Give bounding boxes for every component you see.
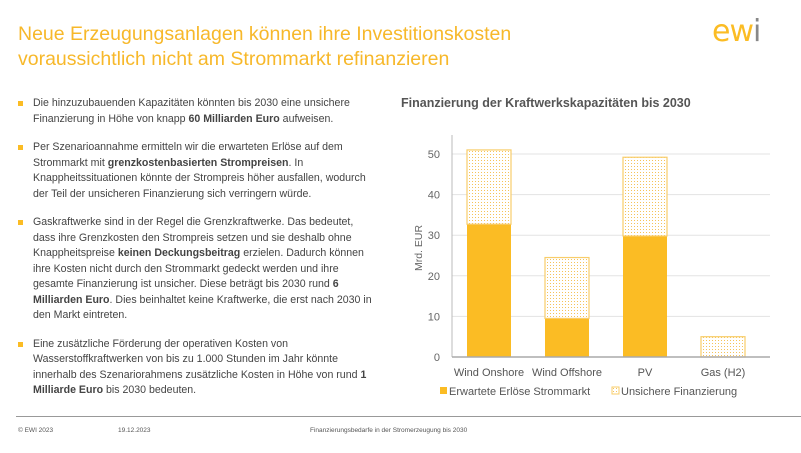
- x-tick-label: PV: [638, 367, 653, 379]
- y-tick-label: 40: [428, 190, 440, 202]
- bullet-item: Eine zusätzliche Förderung der operative…: [18, 337, 378, 399]
- bullet-square-icon: [18, 220, 23, 225]
- bullet-item: Gaskraftwerke sind in der Regel die Gren…: [18, 215, 378, 324]
- chart-title: Finanzierung der Kraftwerkskapazitäten b…: [401, 96, 691, 110]
- bar-uncertain-financing: [700, 336, 746, 358]
- bar-uncertain-financing: [466, 149, 512, 225]
- bullet-text: Die hinzuzubauenden Kapazitäten könnten …: [33, 97, 350, 125]
- bullet-square-icon: [18, 145, 23, 150]
- bullet-emphasis: keinen Deckungsbeitrag: [117, 247, 241, 259]
- bullet-emphasis: grenzkostenbasierten Strompreisen: [107, 156, 289, 169]
- bullet-text: . In Knappheitssituationen könnte der St…: [33, 156, 366, 200]
- y-tick-label: 0: [434, 352, 440, 364]
- bullet-text: Eine zusätzliche Förderung der operative…: [33, 337, 361, 381]
- y-tick-label: 30: [428, 230, 440, 242]
- bullet-item: Die hinzuzubauenden Kapazitäten könnten …: [18, 96, 378, 127]
- x-tick-label: Gas (H2): [701, 367, 746, 379]
- legend-label: Erwartete Erlöse Strommarkt: [449, 386, 590, 398]
- x-tick-label: Wind Onshore: [454, 367, 524, 379]
- y-axis-label: Mrd. EUR: [413, 225, 425, 272]
- footer-topic: Finanzierungsbedarfe in der Stromerzeugu…: [310, 427, 468, 434]
- footer-copyright: © EWI 2023: [18, 427, 54, 434]
- bullet-text: bis 2030 bedeuten.: [103, 384, 197, 396]
- bullet-emphasis: 6 Milliarden Euro: [33, 278, 339, 306]
- legend-label: Unsichere Finanzierung: [621, 386, 737, 398]
- bullet-list: Die hinzuzubauenden Kapazitäten könnten …: [18, 96, 378, 412]
- bar-uncertain-financing: [544, 256, 590, 320]
- title-line-1: Neue Erzeugungsanlagen können ihre Inves…: [18, 23, 512, 45]
- bullet-square-icon: [18, 341, 23, 347]
- bullet-item: Per Szenarioannahme ermitteln wir die er…: [18, 140, 378, 202]
- bar-expected-revenue: [467, 224, 511, 357]
- ewi-logo: ewi: [712, 14, 761, 49]
- bullet-text: . Dies beinhaltet keine Kraftwerke, die …: [33, 293, 372, 322]
- y-tick-label: 50: [428, 149, 440, 161]
- bar-uncertain-financing: [622, 156, 668, 237]
- bar-expected-revenue: [545, 318, 589, 357]
- bullet-emphasis: 60 Milliarden Euro: [188, 112, 280, 125]
- bullet-square-icon: [18, 101, 23, 106]
- y-tick-label: 20: [428, 271, 440, 283]
- legend-swatch-uncertain-financing: [611, 386, 620, 395]
- bar-expected-revenue: [623, 236, 667, 357]
- slide-title: Neue Erzeugungsanlagen können ihre Inves…: [18, 22, 511, 72]
- bullet-emphasis: 1 Milliarde Euro: [33, 368, 367, 397]
- title-line-2: voraussichtlich nicht am Strommarkt refi…: [18, 48, 450, 70]
- footer-date: 19.12.2023: [118, 427, 151, 434]
- y-tick-label: 10: [428, 311, 440, 323]
- bullet-text: erzielen. Dadurch können ihre Kosten nic…: [33, 247, 364, 290]
- bullet-text: Per Szenarioannahme ermitteln wir die er…: [33, 141, 343, 169]
- footer-divider: [16, 416, 801, 417]
- bullet-text: aufweisen.: [279, 112, 334, 125]
- legend-swatch-expected-revenue: [440, 387, 447, 394]
- bullet-text: Gaskraftwerke sind in der Regel die Gren…: [33, 216, 354, 259]
- x-tick-label: Wind Offshore: [532, 367, 602, 379]
